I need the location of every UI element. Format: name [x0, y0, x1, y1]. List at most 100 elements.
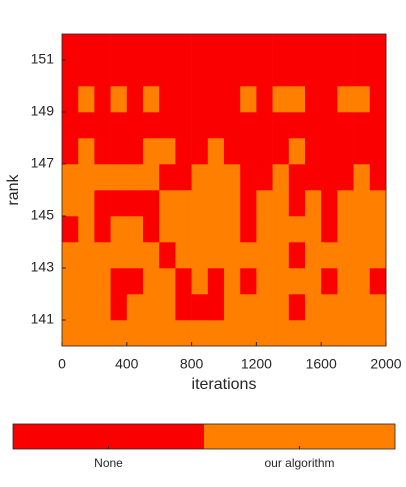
heatmap-cell	[143, 86, 160, 113]
heatmap-cell	[126, 216, 144, 243]
heatmap-cell	[159, 242, 176, 269]
heatmap-cell	[353, 216, 371, 243]
heatmap-cell	[240, 164, 257, 191]
heatmap-cell	[305, 164, 322, 191]
heatmap-cell	[110, 86, 128, 113]
heatmap-cell	[321, 190, 338, 217]
heatmap-cell	[224, 86, 241, 113]
heatmap-cell	[191, 60, 209, 87]
heatmap-cell	[353, 320, 371, 347]
heatmap-cell	[159, 34, 176, 61]
heatmap-cell	[207, 320, 225, 347]
heatmap-cell	[126, 294, 144, 321]
heatmap-cell	[288, 268, 306, 295]
heatmap-cell	[159, 268, 176, 295]
heatmap-cell	[337, 164, 354, 191]
heatmap-cell	[110, 112, 128, 139]
y-axis-label: rank	[5, 173, 22, 205]
heatmap-cell	[305, 138, 322, 165]
heatmap-cell	[240, 86, 257, 113]
heatmap-cell	[288, 86, 306, 113]
heatmap-cell	[353, 268, 371, 295]
heatmap-cell	[143, 268, 160, 295]
heatmap-cell	[369, 242, 387, 269]
heatmap-cell	[159, 86, 176, 113]
heatmap-cell	[191, 190, 209, 217]
heatmap-cell	[175, 164, 192, 191]
heatmap-cell	[305, 86, 322, 113]
heatmap-cell	[175, 216, 192, 243]
heatmap-cell	[62, 34, 79, 61]
heatmap-cell	[175, 190, 192, 217]
heatmap-cell	[240, 60, 257, 87]
heatmap-cell	[353, 242, 371, 269]
heatmap-cell	[62, 268, 79, 295]
heatmap-cell	[126, 320, 144, 347]
heatmap-cell	[143, 164, 160, 191]
heatmap-cell	[78, 242, 95, 269]
heatmap-cell	[224, 216, 241, 243]
heatmap-cell	[272, 34, 290, 61]
heatmap-cell	[369, 86, 387, 113]
heatmap-cell	[224, 294, 241, 321]
heatmap-cell	[337, 86, 354, 113]
heatmap-cell	[207, 216, 225, 243]
heatmap-cell	[110, 34, 128, 61]
heatmap-cell	[143, 138, 160, 165]
heatmap-cell	[321, 320, 338, 347]
heatmap-cell	[369, 216, 387, 243]
heatmap-cell	[272, 294, 290, 321]
heatmap-cell	[126, 138, 144, 165]
heatmap-cell	[256, 294, 273, 321]
heatmap-cell	[62, 86, 79, 113]
heatmap-cell	[110, 268, 128, 295]
heatmap-cell	[353, 294, 371, 321]
heatmap-cell	[207, 86, 225, 113]
heatmap-cell	[110, 164, 128, 191]
heatmap-cell	[256, 86, 273, 113]
y-tick-label: 149	[31, 103, 55, 119]
heatmap-cell	[369, 294, 387, 321]
heatmap-cell	[256, 216, 273, 243]
heatmap-cell	[321, 138, 338, 165]
y-tick-label: 141	[31, 311, 55, 327]
heatmap-cell	[110, 190, 128, 217]
heatmap-cell	[305, 242, 322, 269]
heatmap-cell	[110, 216, 128, 243]
heatmap-cell	[224, 34, 241, 61]
heatmap-cell	[143, 190, 160, 217]
heatmap-cell	[78, 86, 95, 113]
y-tick-label: 147	[31, 155, 55, 171]
heatmap-cell	[288, 216, 306, 243]
heatmap-cell	[143, 242, 160, 269]
y-tick-label: 145	[31, 207, 55, 223]
heatmap-cell	[369, 320, 387, 347]
heatmap-cell	[224, 60, 241, 87]
heatmap-cell	[337, 216, 354, 243]
heatmap-cell	[94, 242, 111, 269]
heatmap-cell	[240, 294, 257, 321]
heatmap-cell	[191, 242, 209, 269]
heatmap-cell	[159, 294, 176, 321]
heatmap-cell	[240, 242, 257, 269]
heatmap-cell	[337, 268, 354, 295]
heatmap-cell	[321, 34, 338, 61]
heatmap-cell	[94, 294, 111, 321]
heatmap-cell	[62, 242, 79, 269]
heatmap-cell	[337, 60, 354, 87]
heatmap-cell	[94, 320, 111, 347]
heatmap-cell	[62, 294, 79, 321]
heatmap-cell	[369, 164, 387, 191]
heatmap-cell	[369, 112, 387, 139]
heatmap-cell	[78, 294, 95, 321]
heatmap-cell	[272, 190, 290, 217]
heatmap-cell	[78, 216, 95, 243]
heatmap-cell	[191, 216, 209, 243]
heatmap-cell	[94, 86, 111, 113]
heatmap-cell	[207, 60, 225, 87]
heatmap-cell	[126, 190, 144, 217]
heatmap-cell	[159, 320, 176, 347]
heatmap-cell	[240, 34, 257, 61]
heatmap-cell	[78, 190, 95, 217]
